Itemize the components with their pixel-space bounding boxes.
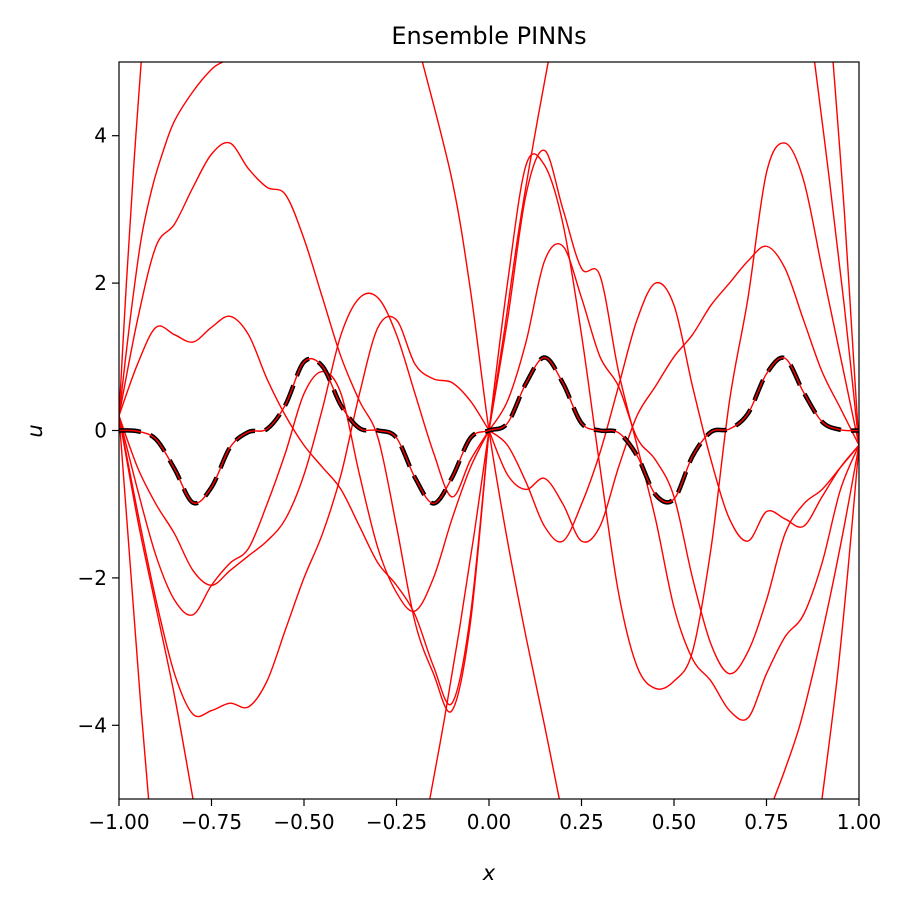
y-tick-label: 2 xyxy=(94,271,107,295)
x-tick-label: 0.75 xyxy=(744,810,789,834)
x-tick-label: 1.00 xyxy=(837,810,882,834)
ensemble-member-line-9 xyxy=(119,62,142,416)
x-tick-label: −0.75 xyxy=(181,810,242,834)
ensemble-member-line-17 xyxy=(773,445,859,799)
x-tick-label: −0.50 xyxy=(273,810,334,834)
reference-layer xyxy=(119,355,859,506)
ensemble-member-line-16 xyxy=(488,142,859,690)
ensemble-member-line-4 xyxy=(119,370,490,616)
chart-title: Ensemble PINNs xyxy=(391,22,586,50)
ensemble-member-line-19 xyxy=(813,62,859,446)
x-tick-label: 0.00 xyxy=(467,810,512,834)
ensemble-member-line-13 xyxy=(488,243,859,675)
y-tick-label: −4 xyxy=(78,713,107,737)
x-tick-label: −0.25 xyxy=(366,810,427,834)
ensemble-member-line-18 xyxy=(821,445,859,799)
ensemble-member-line-15 xyxy=(488,281,859,543)
ensemble-member-line-10 xyxy=(421,62,560,799)
ensemble-member-line-3 xyxy=(119,315,490,718)
ensemble-member-line-7 xyxy=(119,141,490,713)
x-tick-label: 0.50 xyxy=(652,810,697,834)
ensemble-member-line-20 xyxy=(832,62,859,446)
y-axis: −4 −2 0 2 4 xyxy=(78,124,119,737)
x-axis: −1.00 −0.75 −0.50 −0.25 0.00 0.25 0.50 0.75 1.00 xyxy=(88,799,881,834)
x-axis-label: x xyxy=(482,861,496,885)
x-tick-label: −1.00 xyxy=(88,810,149,834)
ensemble-member-line-8 xyxy=(119,62,223,416)
ensemble-member-line-6 xyxy=(119,315,490,706)
y-axis-label: u xyxy=(23,424,47,437)
ensemble-member-line-12 xyxy=(488,149,859,721)
ensemble-member-line-2 xyxy=(119,415,194,799)
y-tick-label: −2 xyxy=(78,566,107,590)
ensemble-member-line-1 xyxy=(119,415,150,799)
ensemble-mean-line xyxy=(119,356,859,505)
y-tick-label: 4 xyxy=(94,124,107,148)
y-tick-label: 0 xyxy=(94,419,107,443)
ensemble-member-line-5 xyxy=(119,292,490,586)
ensemble-member-line-14 xyxy=(488,245,859,543)
x-tick-label: 0.25 xyxy=(559,810,604,834)
